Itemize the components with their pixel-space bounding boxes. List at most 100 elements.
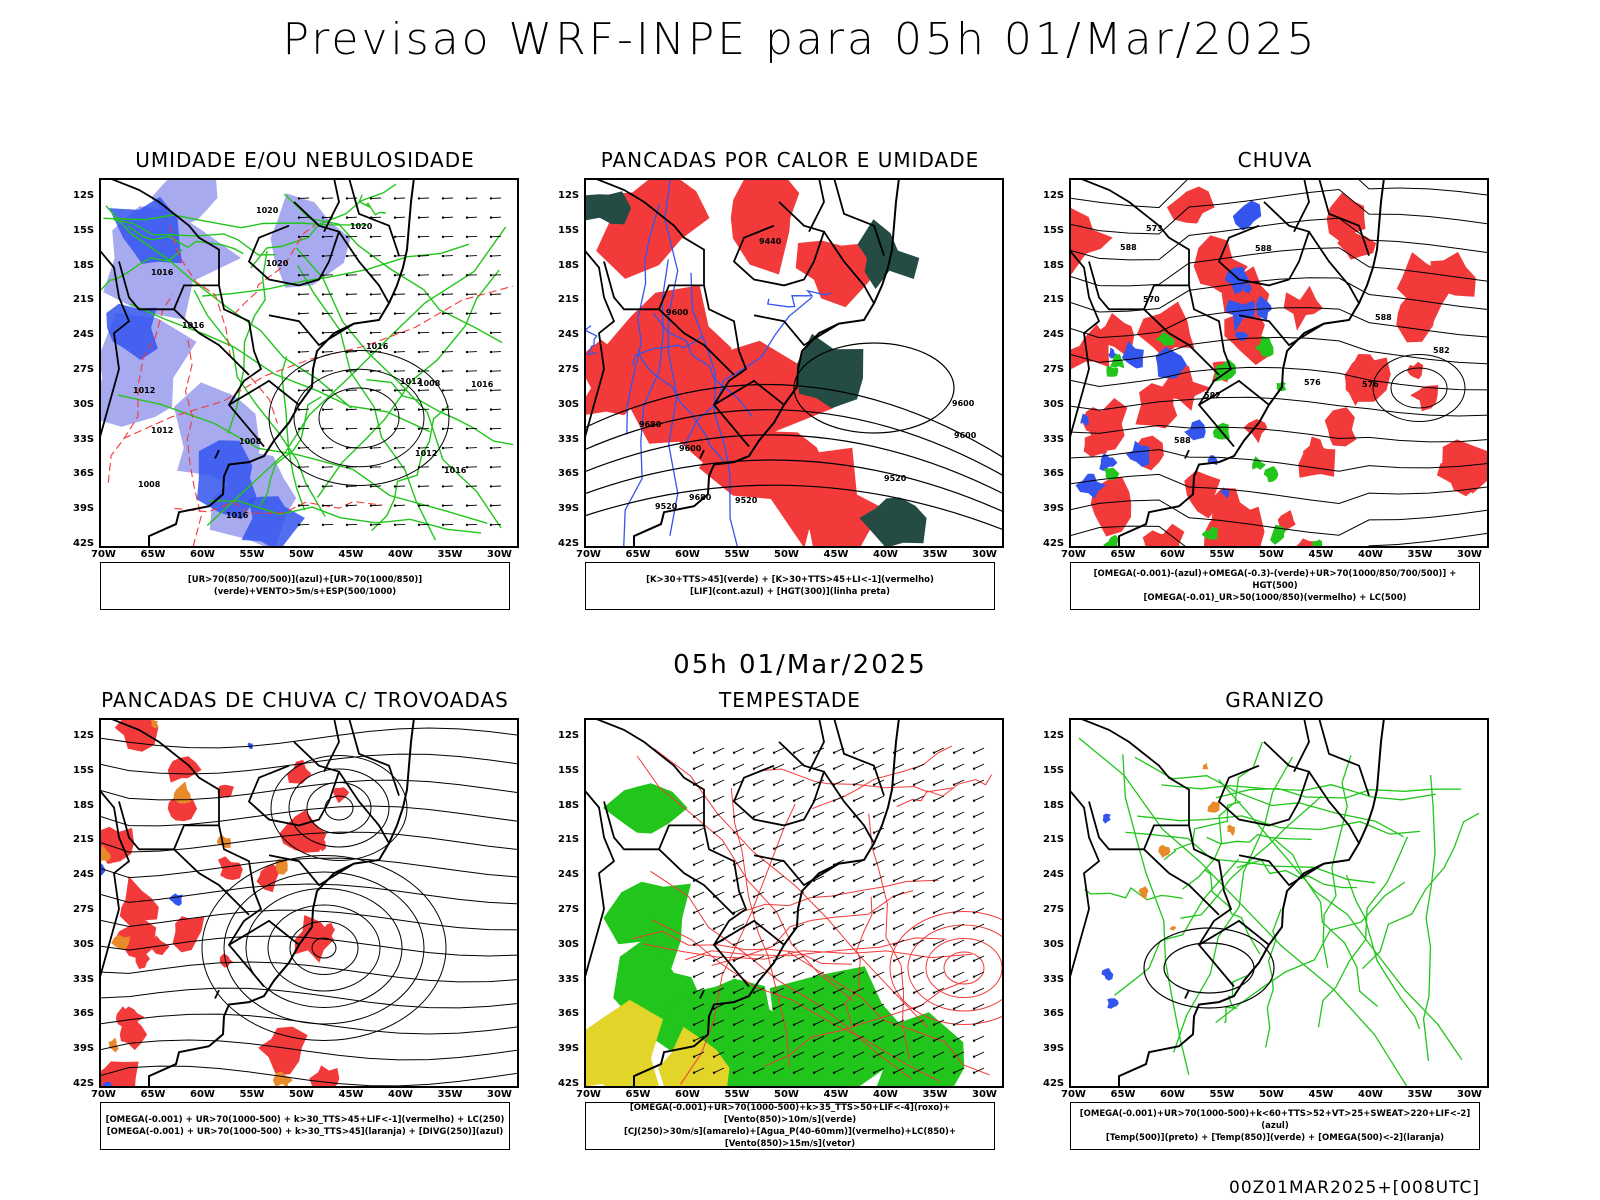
field-area (121, 1006, 145, 1027)
vector-head (712, 1023, 716, 1026)
field-area (256, 864, 280, 893)
latitude-label: 21S (73, 294, 95, 306)
wind-vector (833, 1019, 845, 1026)
vector-head (852, 1023, 856, 1026)
wind-vector (773, 1019, 785, 1026)
latitude-label: 12S (1043, 190, 1065, 201)
vector-head (489, 427, 493, 431)
contour-line (201, 855, 447, 1041)
wind-vector (753, 1003, 765, 1010)
contour-line (652, 919, 940, 1082)
contour-line (626, 204, 660, 435)
contour-label: 9440 (759, 237, 782, 246)
latitude-label: 12S (1043, 730, 1065, 741)
wind-vector (913, 987, 925, 994)
panel-title: PANCADAS POR CALOR E UMIDADE (600, 148, 980, 172)
wind-vector (753, 955, 765, 962)
vector-head (952, 943, 956, 946)
vector-head (852, 847, 856, 850)
longitude-label: 65W (140, 549, 166, 560)
vector-head (812, 991, 816, 994)
wind-vector (973, 1035, 985, 1042)
contour-label: 588 (1375, 313, 1392, 322)
country-border (323, 178, 340, 233)
vector-head (752, 831, 756, 834)
vector-head (692, 1007, 696, 1010)
vector-head (952, 847, 956, 850)
wind-vector (933, 827, 945, 834)
latitude-label: 21S (558, 834, 580, 846)
field-area (1155, 331, 1175, 346)
vector-head (297, 350, 301, 354)
wind-vector (893, 955, 905, 962)
panel-legend: [OMEGA(-0.001)+UR>70(1000-500)+k>35_TTS>… (585, 1102, 995, 1150)
legend-line: [OMEGA(-0.01)_UR>50(1000/850)(vermelho) … (1143, 593, 1407, 603)
longitude-label: 30W (972, 1089, 997, 1100)
longitude-label: 40W (388, 1089, 413, 1100)
vector-head (321, 331, 325, 335)
vector-head (752, 991, 756, 994)
vector-head (732, 1007, 736, 1010)
wind-vector (853, 939, 865, 946)
wind-vector (893, 907, 905, 914)
streamline (99, 1013, 519, 1035)
panel-legend: [K>30+TTS>45](verde) + [K>30+TTS>45+LI<-… (585, 562, 995, 610)
contour-line (765, 979, 969, 1067)
contour-line (1137, 815, 1421, 835)
vector-head (792, 1071, 796, 1074)
vector-head (297, 408, 301, 411)
vector-head (892, 975, 896, 978)
field-area (1277, 510, 1296, 532)
vector-head (489, 331, 493, 335)
vector-head (832, 767, 836, 770)
contour-line (1204, 869, 1261, 955)
wind-vector (973, 811, 985, 818)
vector-head (489, 466, 493, 469)
wind-vector (933, 939, 945, 946)
vector-head (297, 523, 301, 527)
wind-vector (833, 955, 845, 962)
latitude-label: 39S (558, 1043, 580, 1055)
vector-head (345, 370, 349, 373)
wind-vector (853, 1003, 865, 1010)
vector-head (712, 1039, 716, 1042)
wind-vector (773, 923, 785, 930)
vector-head (852, 1055, 856, 1058)
latitude-label: 15S (1043, 224, 1065, 236)
country-border (699, 989, 705, 999)
wind-vector (853, 875, 865, 882)
longitude-label: 40W (873, 549, 898, 560)
vector-head (792, 911, 796, 914)
vector-head (972, 1007, 976, 1010)
longitude-label: 60W (1160, 1089, 1185, 1100)
vector-head (832, 847, 836, 850)
vector-head (465, 408, 469, 411)
contour-line (1345, 874, 1421, 1030)
vector-head (732, 927, 736, 930)
wind-vector (873, 987, 885, 994)
vector-head (732, 943, 736, 946)
vector-head (772, 1071, 776, 1074)
vector-head (912, 815, 916, 818)
vector-head (321, 235, 325, 239)
country-border (603, 261, 659, 311)
vector-head (792, 799, 796, 802)
vector-head (417, 197, 421, 200)
vector-head (952, 911, 956, 914)
vector-head (772, 975, 776, 978)
legend-line: [OMEGA(-0.001) + UR>70(1000-500) + k>30_… (105, 1115, 505, 1125)
vector-head (932, 751, 936, 754)
vector-head (932, 863, 936, 866)
wind-vector (953, 875, 965, 882)
vector-head (297, 293, 301, 296)
country-border (593, 718, 750, 988)
contour-line (169, 224, 278, 424)
field-area (1410, 385, 1439, 412)
vector-head (417, 216, 421, 219)
legend-line: [LIF](cont.azul) + [HGT(300)](linha pret… (689, 587, 891, 597)
contour-line (1161, 784, 1436, 801)
vector-head (321, 408, 325, 411)
vector-head (297, 331, 301, 335)
contour-line (868, 813, 910, 1060)
vector-head (692, 1039, 696, 1042)
